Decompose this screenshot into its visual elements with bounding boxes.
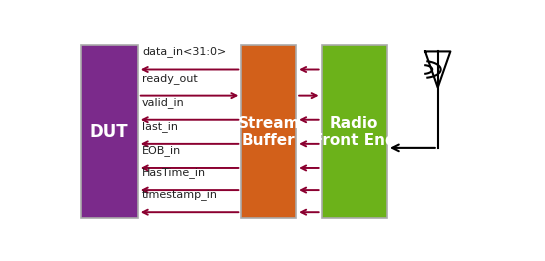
Bar [81,45,138,218]
Bar [322,45,387,218]
Text: HasTime_in: HasTime_in [142,167,206,178]
Text: timestamp_in: timestamp_in [142,189,218,200]
Text: ready_out: ready_out [142,73,198,84]
Text: EOB_in: EOB_in [142,145,181,156]
Text: valid_in: valid_in [142,97,185,108]
Text: Radio
Front End: Radio Front End [313,116,396,148]
Text: Stream
Buffer: Stream Buffer [238,116,300,148]
Text: last_in: last_in [142,121,178,132]
Bar [241,45,296,218]
Text: DUT: DUT [90,123,129,141]
Text: data_in<31:0>: data_in<31:0> [142,46,226,57]
